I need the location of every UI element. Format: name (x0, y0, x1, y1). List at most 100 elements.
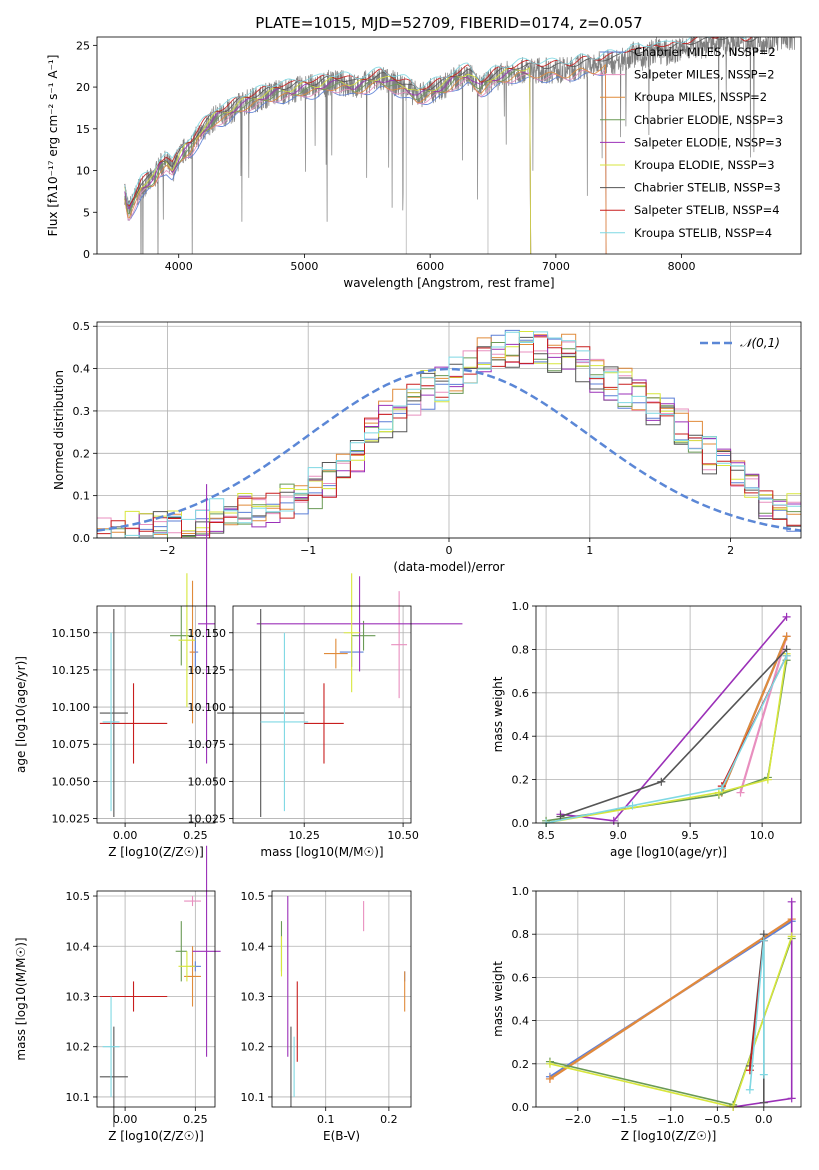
model-line-salpeter-miles (124, 68, 607, 254)
x-tick-label: 0 (446, 544, 453, 557)
y-axis-label: Normed distribution (52, 370, 66, 490)
x-tick-label: 10.0 (750, 829, 775, 842)
y-tick-label: 10.075 (52, 738, 91, 751)
weight-line-kroupa-elodie (545, 653, 788, 824)
weight-line-kroupa-stelib (749, 940, 765, 1090)
weight-marker (759, 1098, 768, 1107)
weight-vs-metallicity-panel: −2.0 −1.5 −1.0 −0.5 0.0 0.0 0.2 0.4 0.6 0.8 1.0 Z [… (491, 885, 802, 1143)
y-tick-label: 10.150 (52, 627, 91, 640)
model-line-kroupa-stelib (124, 37, 748, 205)
x-tick-label: 0.25 (183, 829, 208, 842)
figure-title: PLATE=1015, MJD=52709, FIBERID=0174, z=0… (255, 14, 642, 32)
weight-marker (556, 812, 565, 821)
weight-line-salpeter-miles (739, 636, 788, 793)
y-tick-label: 10.075 (188, 738, 227, 751)
y-tick-label: 10.125 (52, 664, 91, 677)
x-tick-label: 5000 (290, 260, 318, 273)
legend-label: Chabrier MILES, NSSP=2 (634, 45, 776, 59)
age-vs-mass-panel: 10.25 10.50 10.025 10.050 10.075 10.100 10.125… (188, 573, 463, 859)
axes-frame (96, 605, 216, 824)
y-tick-label: 0.0 (512, 817, 530, 830)
y-tick-label: 10.100 (52, 701, 91, 714)
x-tick-label: 1 (586, 544, 593, 557)
weight-line-kroupa-miles (549, 918, 793, 1080)
model-line-salpeter-stelib (124, 37, 753, 207)
legend-label: Kroupa ELODIE, NSSP=3 (634, 158, 775, 172)
y-tick-label: 10.100 (188, 701, 227, 714)
data-spectrum-line (124, 37, 795, 254)
y-tick-label: 10.125 (188, 664, 227, 677)
y-tick-label: 0.0 (73, 532, 91, 545)
y-tick-label: 10.5 (241, 890, 266, 903)
y-tick-label: 0.6 (512, 687, 530, 700)
spectrum-panel: PLATE=1015, MJD=52709, FIBERID=0174, z=0… (46, 14, 802, 290)
weight-marker (787, 932, 796, 941)
y-tick-label: 0.2 (73, 447, 91, 460)
x-axis-label: Z [log10(Z/Z☉)] (108, 845, 204, 859)
x-axis-label: (data-model)/error (393, 560, 504, 574)
weight-marker (545, 1059, 554, 1068)
y-tick-label: 10.1 (241, 1091, 266, 1104)
y-axis-label: mass weight (491, 676, 505, 752)
x-tick-label: 10.50 (387, 829, 419, 842)
weight-vs-age-panel: 8.5 9.0 9.5 10.0 0.0 0.2 0.4 0.6 0.8 1.0 age [log1… (491, 600, 802, 859)
x-tick-label: −1.5 (611, 1113, 638, 1126)
y-tick-label: 10.2 (241, 1041, 266, 1054)
x-tick-label: 9.0 (609, 829, 627, 842)
x-tick-label: 10.25 (288, 829, 320, 842)
y-tick-label: 0.8 (512, 643, 530, 656)
axes-frame (535, 890, 802, 1108)
model-line-chabrier-miles (124, 72, 607, 254)
spectrum-legend: Chabrier MILES, NSSP=2 Salpeter MILES, NS… (600, 45, 783, 240)
x-axis-label: Z [log10(Z/Z☉)] (108, 1129, 204, 1143)
x-tick-label: 0.25 (183, 1113, 208, 1126)
weight-marker (714, 788, 723, 797)
y-tick-label: 0.4 (73, 363, 91, 376)
legend-label: Chabrier ELODIE, NSSP=3 (634, 113, 783, 127)
y-tick-label: 0.8 (512, 928, 530, 941)
residual-plot-area (97, 329, 801, 538)
weight-marker (545, 1074, 554, 1083)
y-tick-label: 10.4 (66, 940, 91, 953)
x-axis-label: Z [log10(Z/Z☉)] (621, 1129, 717, 1143)
y-tick-label: 10.5 (66, 890, 91, 903)
weight-marker (745, 1085, 754, 1094)
y-tick-label: 10 (76, 165, 90, 178)
axes-frame (271, 890, 412, 1108)
y-tick-label: 10.3 (66, 990, 91, 1003)
legend-label: Salpeter ELODIE, NSSP=3 (634, 135, 782, 149)
weight-line-chabrier-stelib (560, 648, 788, 818)
axes-frame (96, 36, 802, 255)
x-tick-label: −2.0 (564, 1113, 591, 1126)
x-tick-label: 7000 (542, 260, 570, 273)
age-vs-metallicity-panel: 0.00 0.25 10.025 10.050 10.075 10.100 10.125 10… (14, 484, 216, 859)
weight-marker (787, 897, 796, 906)
y-axis-label: Flux [fλ10⁻¹⁷ erg cm⁻² s⁻¹ A⁻¹] (46, 55, 60, 237)
y-tick-label: 0.2 (512, 1058, 530, 1071)
mass-vs-extinction-panel: 0.1 0.2 10.1 10.2 10.3 10.4 10.5 E(B-V) (241, 890, 412, 1143)
weight-marker (717, 784, 726, 793)
normal-curve (97, 367, 801, 532)
weight-marker (763, 775, 772, 784)
y-tick-label: 10.150 (188, 627, 227, 640)
mass-vs-metallicity-panel: 0.00 0.25 10.1 10.2 10.3 10.4 10.5 Z [log10(Z/Z… (14, 845, 221, 1143)
y-tick-label: 10.050 (188, 775, 227, 788)
y-tick-label: 25 (76, 39, 90, 52)
legend-label: 𝒩(0,1) (740, 336, 780, 350)
residual-histogram-kroupa-stelib (97, 331, 801, 538)
x-tick-label: 6000 (416, 260, 444, 273)
y-tick-label: 10.050 (52, 775, 91, 788)
axes-frame (535, 605, 802, 824)
weight-line-kroupa-stelib (545, 655, 788, 824)
x-tick-label: 4000 (165, 260, 193, 273)
weight-marker (787, 1094, 796, 1103)
x-axis-label: mass [log10(M/M☉)] (260, 845, 383, 859)
x-tick-label: 0.2 (380, 1113, 398, 1126)
x-axis-label: age [log10(age/yr)] (610, 845, 727, 859)
y-tick-label: 0.0 (512, 1101, 530, 1114)
y-axis-label: mass [log10(M/M☉)] (14, 937, 28, 1060)
legend-label: Kroupa STELIB, NSSP=4 (634, 226, 772, 240)
y-tick-label: 0.4 (512, 1015, 530, 1028)
y-tick-label: 1.0 (512, 600, 530, 613)
